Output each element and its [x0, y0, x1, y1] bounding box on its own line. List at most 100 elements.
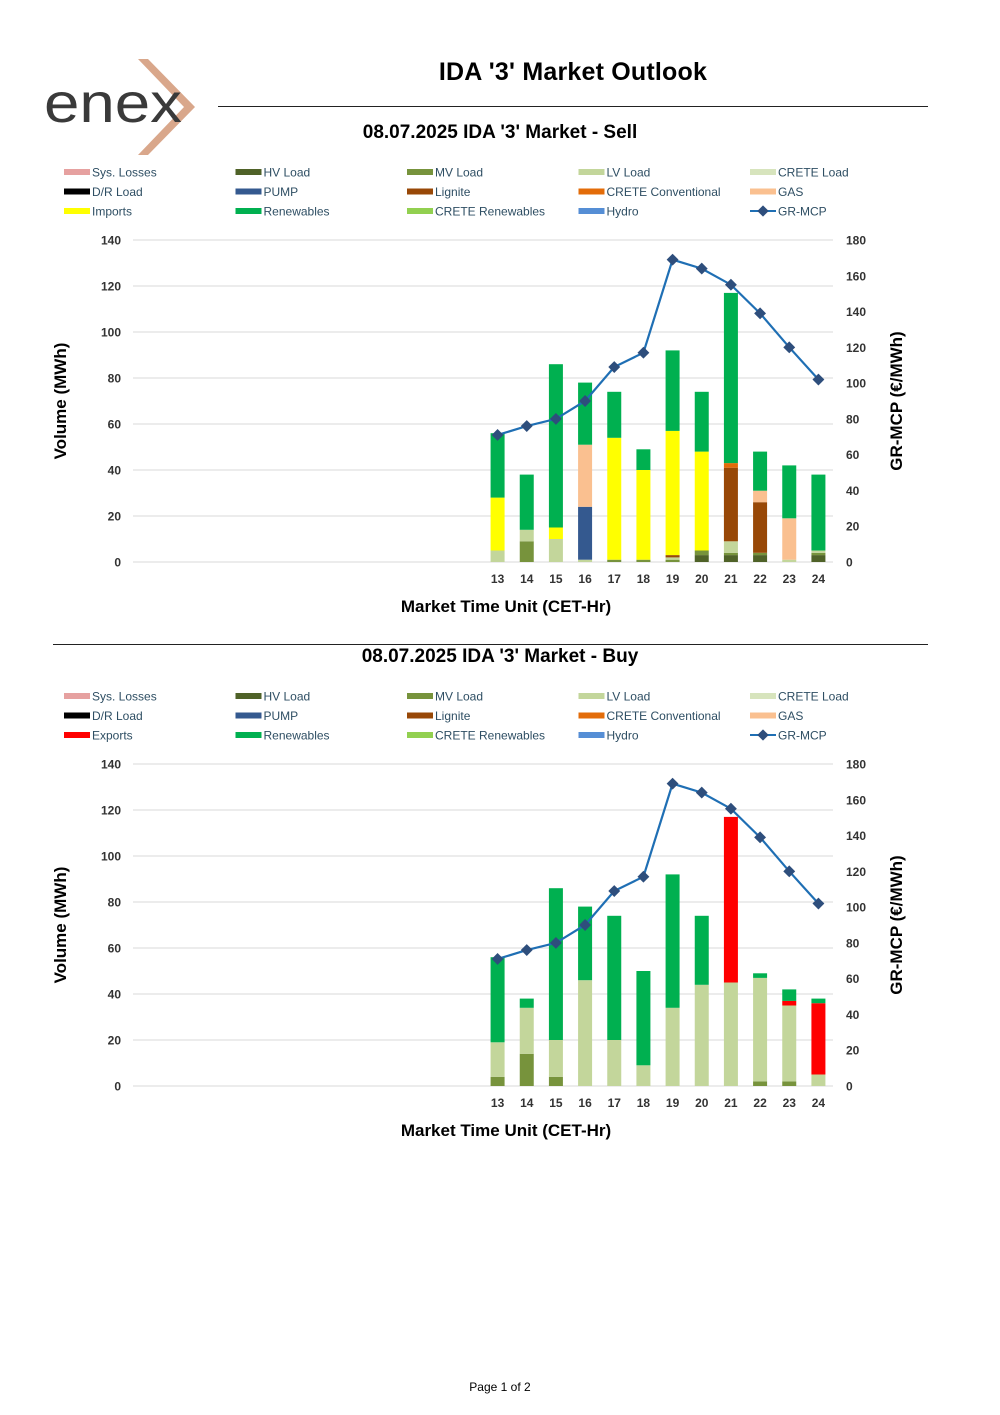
bar-segment-renewables	[607, 391, 622, 438]
legend-swatch	[407, 188, 433, 195]
bar-segment-lv-load	[782, 559, 797, 562]
legend-label: HV Load	[264, 690, 311, 704]
y-tick-label: 60	[108, 942, 122, 956]
legend-label: PUMP	[264, 185, 299, 199]
legend-label: Imports	[92, 205, 132, 219]
bar-segment-lv-load	[636, 1065, 651, 1086]
bar-segment-lignite	[665, 555, 680, 558]
logo-wordmark: enex	[44, 71, 182, 134]
bar-segment-mv-load	[694, 550, 709, 556]
bar-segment-mv-load	[753, 1081, 768, 1086]
x-tick-label: 24	[812, 1096, 826, 1110]
legend-swatch	[235, 712, 262, 719]
legend-label: GR-MCP	[778, 729, 827, 743]
bar-segment-renewables	[782, 465, 797, 519]
y2-tick-label: 180	[846, 758, 866, 772]
y-tick-label: 80	[108, 896, 122, 910]
legend-label: HV Load	[264, 166, 311, 180]
y-tick-label: 60	[108, 418, 122, 432]
bar-segment-lv-load	[753, 977, 768, 1082]
legend-label: Renewables	[264, 729, 330, 743]
legend-label: CRETE Conventional	[607, 185, 721, 199]
legend-swatch	[235, 208, 262, 214]
bar-segment-exports	[782, 1000, 797, 1006]
legend-label: CRETE Conventional	[607, 709, 721, 723]
y-tick-label: 20	[108, 510, 122, 524]
bar-segment-lignite	[723, 467, 738, 542]
y2-tick-label: 40	[846, 1008, 860, 1022]
y2-tick-label: 0	[846, 1080, 853, 1094]
legend-label: MV Load	[435, 690, 483, 704]
bar-segment-lv-load	[694, 984, 709, 1086]
legend-label: LV Load	[607, 166, 651, 180]
y-axis-title: Volume (MWh)	[51, 867, 70, 984]
mcp-point	[637, 870, 650, 883]
chart-legend: Sys. Losses HV Load MV Load LV Load CRETE Lo…	[64, 166, 849, 219]
x-tick-label: 23	[783, 572, 797, 586]
y-tick-label: 20	[108, 1034, 122, 1048]
mcp-point	[608, 361, 621, 373]
bar-segment-mv-load	[548, 1076, 563, 1086]
bar-segment-lv-load	[548, 1040, 563, 1077]
bar-segment-lv-load	[811, 1074, 826, 1086]
bar-segment-mv-load	[782, 1081, 797, 1086]
x-tick-label: 14	[520, 1096, 534, 1110]
legend-label: Renewables	[264, 205, 330, 219]
y2-axis-title: GR-MCP (€/MWh)	[887, 331, 906, 470]
legend-swatch	[750, 169, 776, 175]
x-tick-label: 22	[753, 572, 767, 586]
bar-segment-renewables	[723, 292, 738, 464]
y2-tick-label: 20	[846, 520, 860, 534]
legend-swatch	[407, 169, 433, 175]
bar-segment-mv-load	[811, 552, 826, 556]
legend-swatch	[235, 169, 262, 175]
legend-swatch	[64, 208, 90, 214]
legend-swatch	[64, 693, 90, 699]
mcp-point	[520, 420, 533, 432]
bar-segment-lv-load	[519, 1007, 534, 1054]
x-tick-label: 20	[695, 572, 709, 586]
bar-segment-hv-load	[694, 555, 709, 562]
x-tick-label: 23	[783, 1096, 797, 1110]
y-tick-label: 140	[101, 758, 121, 772]
legend-label: CRETE Renewables	[435, 205, 545, 219]
legend-label: D/R Load	[92, 709, 143, 723]
y-tick-label: 100	[101, 326, 121, 340]
bar-segment-renewables	[490, 433, 505, 498]
bar-segment-lv-load	[578, 559, 593, 562]
y2-axis-title: GR-MCP (€/MWh)	[887, 855, 906, 994]
legend-label: MV Load	[435, 166, 483, 180]
x-tick-label: 21	[724, 572, 738, 586]
x-tick-label: 16	[578, 572, 592, 586]
x-tick-label: 19	[666, 572, 680, 586]
logo-chevron-mark	[138, 59, 195, 155]
legend-label: GAS	[778, 185, 803, 199]
y2-tick-label: 140	[846, 829, 866, 843]
legend-label: D/R Load	[92, 185, 143, 199]
bar-segment-lv-load	[607, 1040, 622, 1086]
legend-label: Sys. Losses	[92, 690, 157, 704]
legend-swatch	[407, 712, 433, 719]
chart-title: 08.07.2025 IDA '3' Market - Buy	[362, 646, 639, 667]
mcp-point	[666, 253, 679, 266]
page-footer: Page 1 of 2	[469, 1380, 531, 1394]
bar-segment-lv-load	[723, 541, 738, 553]
bar-segment-mv-load	[665, 559, 680, 562]
bar-segment-renewables	[636, 449, 651, 470]
chart-title: 08.07.2025 IDA '3' Market - Sell	[363, 122, 637, 143]
section-divider	[53, 644, 928, 645]
y-tick-label: 80	[108, 372, 122, 386]
y2-tick-label: 180	[846, 234, 866, 248]
legend-swatch	[750, 188, 776, 195]
y-tick-label: 40	[108, 988, 122, 1002]
legend-swatch	[578, 169, 605, 175]
mcp-point	[520, 944, 533, 956]
y2-tick-label: 140	[846, 305, 866, 319]
bar-segment-gas	[782, 518, 797, 560]
bar-segment-renewables	[811, 474, 826, 551]
y2-tick-label: 120	[846, 341, 866, 355]
legend-label: Lignite	[435, 185, 471, 199]
legend-label: GAS	[778, 709, 803, 723]
mcp-point	[608, 885, 621, 897]
bar-segment-renewables	[548, 364, 563, 528]
